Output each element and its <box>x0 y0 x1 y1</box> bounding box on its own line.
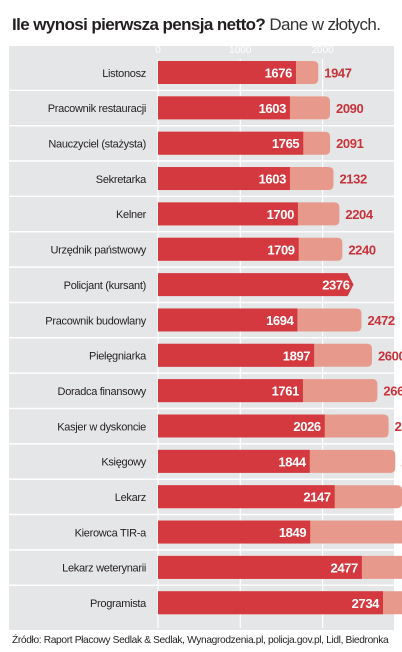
upper-value-label: 1947 <box>324 66 351 81</box>
category-label: Nauczyciel (stażysta) <box>48 139 146 151</box>
source-note: Źródło: Raport Płacowy Sedlak & Sedlak, … <box>12 635 389 646</box>
chart-title-question: Ile wynosi pierwsza pensja netto? <box>12 15 266 34</box>
lower-value-label: 2477 <box>331 560 358 575</box>
x-tick-label: 0 <box>155 45 161 56</box>
category-label: Kelner <box>116 209 147 221</box>
bar-lower-salary <box>158 61 296 84</box>
bar-lower-salary <box>158 273 354 297</box>
upper-value-label: 2090 <box>336 101 363 116</box>
lower-value-label: 2376 <box>322 278 349 293</box>
lower-value-label: 1676 <box>265 66 292 81</box>
bar-lower-salary <box>158 555 362 579</box>
bar-lower-salary <box>158 308 298 332</box>
upper-value-label: 2472 <box>367 313 394 328</box>
upper-value-label: 2091 <box>336 136 363 151</box>
lower-value-label: 2026 <box>293 419 320 434</box>
bar-lower-salary <box>158 485 335 509</box>
bar-lower-salary <box>158 343 315 367</box>
category-label: Lekarz <box>115 492 146 504</box>
bar-lower-salary <box>158 414 325 438</box>
bar-lower-salary <box>158 449 310 473</box>
upper-value-label: 2600 <box>378 348 402 363</box>
lower-value-label: 1844 <box>278 454 306 469</box>
category-label: Policjant (kursant) <box>64 280 146 292</box>
category-label: Pielęgniarka <box>89 351 147 363</box>
category-label: Kierowca TIR-a <box>75 527 148 539</box>
lower-value-label: 1761 <box>272 384 299 399</box>
chart-title-unit-note: Dane w złotych. <box>269 15 381 34</box>
x-tick-label: 1000 <box>229 45 252 56</box>
lower-value-label: 1849 <box>279 525 306 540</box>
category-label: Urzędnik państwowy <box>51 245 147 257</box>
category-label: Księgowy <box>101 457 146 469</box>
category-label: Kasjer w dyskoncie <box>57 421 146 433</box>
upper-value-label: 2132 <box>339 172 366 187</box>
lower-value-label: 1700 <box>267 207 294 222</box>
chart-title: Ile wynosi pierwsza pensja netto? Dane w… <box>12 14 398 36</box>
bar-lower-salary <box>158 96 290 120</box>
category-label: Doradca finansowy <box>58 386 147 398</box>
upper-value-label: 2802 <box>395 419 402 434</box>
bar-lower-salary <box>158 520 311 544</box>
bar-lower-salary <box>158 167 290 191</box>
category-label: Pracownik restauracji <box>48 103 146 115</box>
category-label: Listonosz <box>102 68 146 80</box>
bar-lower-salary <box>158 131 304 155</box>
lower-value-label: 2734 <box>352 596 380 611</box>
bar-lower-salary <box>158 202 298 226</box>
bar-lower-salary <box>158 379 303 403</box>
lower-value-label: 2147 <box>303 490 330 505</box>
category-label: Programista <box>90 598 147 610</box>
category-label: Lekarz weterynarii <box>62 563 146 575</box>
category-label: Sekretarka <box>96 174 147 186</box>
lower-value-label: 1603 <box>259 172 286 187</box>
category-label: Pracownik budowlany <box>45 315 146 327</box>
x-tick-label: 3000 <box>394 45 402 56</box>
lower-value-label: 1765 <box>272 136 299 151</box>
lower-value-label: 1709 <box>267 242 294 257</box>
bar-lower-salary <box>158 237 299 261</box>
lower-value-label: 1603 <box>259 101 286 116</box>
upper-value-label: 2240 <box>348 242 375 257</box>
upper-value-label: 2666 <box>383 384 402 399</box>
x-tick-label: 2000 <box>311 45 334 56</box>
lower-value-label: 1897 <box>283 348 310 363</box>
bar-lower-salary <box>158 591 384 615</box>
upper-value-label: 2204 <box>345 207 373 222</box>
lower-value-label: 1694 <box>266 313 294 328</box>
